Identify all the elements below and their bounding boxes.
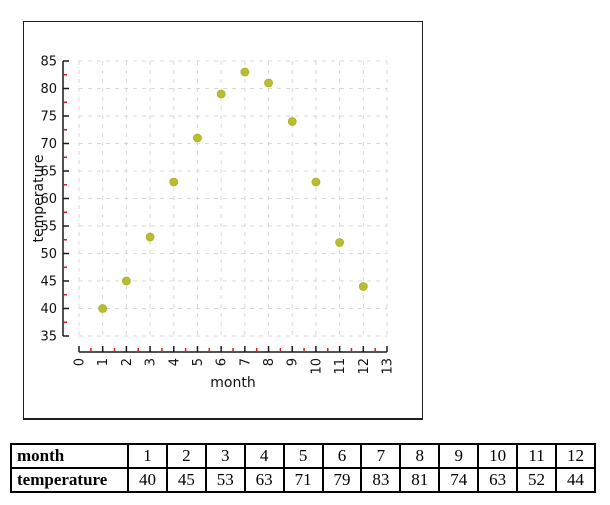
y-tick-label: 85 bbox=[40, 55, 57, 70]
table-cell: 63 bbox=[477, 467, 519, 493]
table-cell: 83 bbox=[360, 467, 402, 493]
y-tick-label: 50 bbox=[40, 247, 57, 262]
data-point bbox=[145, 232, 155, 242]
table-cell: 12 bbox=[554, 443, 597, 469]
table-cell: 53 bbox=[204, 467, 246, 493]
y-tick-label: 60 bbox=[40, 192, 57, 207]
table-cell: 71 bbox=[282, 467, 324, 493]
table-cell: 44 bbox=[554, 467, 597, 493]
y-tick-label: 75 bbox=[40, 110, 57, 125]
y-axis-title: temperature bbox=[31, 155, 47, 243]
row-label-cell: temperature bbox=[10, 467, 129, 493]
data-table: month 1 2 3 4 5 6 7 8 9 10 11 12 temperature 40 45 53 63 7… bbox=[10, 443, 597, 493]
y-tick-label: 70 bbox=[40, 137, 57, 152]
data-point bbox=[216, 89, 226, 99]
x-tick-label: 13 bbox=[381, 358, 396, 375]
data-point bbox=[311, 177, 321, 187]
x-tick-label: 0 bbox=[73, 358, 88, 366]
y-tick-label: 40 bbox=[40, 302, 57, 317]
data-point bbox=[121, 276, 131, 286]
y-tick-label: 55 bbox=[40, 220, 57, 235]
data-point bbox=[240, 67, 250, 77]
table-cell: 7 bbox=[360, 443, 402, 469]
table-cell: 9 bbox=[438, 443, 480, 469]
x-tick-label: 4 bbox=[167, 358, 182, 366]
table-cell: 2 bbox=[165, 443, 207, 469]
table-row: temperature 40 45 53 63 71 79 83 81 74 63 52 44 bbox=[10, 467, 597, 493]
table-cell: 63 bbox=[243, 467, 285, 493]
x-tick-label: 9 bbox=[286, 358, 301, 366]
x-tick-label: 6 bbox=[215, 358, 230, 366]
x-tick-label: 3 bbox=[144, 358, 159, 366]
table-cell: 1 bbox=[127, 443, 168, 469]
table-cell: 8 bbox=[399, 443, 441, 469]
x-tick-label: 5 bbox=[191, 358, 206, 366]
x-tick-label: 12 bbox=[357, 358, 372, 375]
table-cell: 40 bbox=[127, 467, 168, 493]
x-tick-label: 7 bbox=[238, 358, 253, 366]
table-cell: 74 bbox=[438, 467, 480, 493]
table-cell: 10 bbox=[477, 443, 519, 469]
table-cell: 11 bbox=[516, 443, 557, 469]
table-cell: 79 bbox=[321, 467, 363, 493]
chart-panel: 35 40 45 50 55 60 65 70 75 80 85 0 1 2 3 4 5 6 7 8 9 10 11 12 13… bbox=[23, 21, 423, 420]
table-cell: 3 bbox=[204, 443, 246, 469]
x-tick-label: 8 bbox=[262, 358, 277, 366]
table-cell: 6 bbox=[321, 443, 363, 469]
row-label-cell: month bbox=[10, 443, 129, 469]
table-cell: 81 bbox=[399, 467, 441, 493]
table-cell: 45 bbox=[165, 467, 207, 493]
x-tick-label: 11 bbox=[333, 358, 348, 375]
table-row: month 1 2 3 4 5 6 7 8 9 10 11 12 bbox=[10, 443, 597, 469]
data-point bbox=[287, 117, 297, 126]
table-cell: 4 bbox=[243, 443, 285, 469]
data-point bbox=[98, 304, 108, 313]
y-tick-label: 65 bbox=[40, 165, 57, 180]
table-cell: 5 bbox=[282, 443, 324, 469]
x-tick-label: 1 bbox=[96, 358, 111, 366]
y-tick-label: 35 bbox=[40, 330, 57, 345]
y-tick-label: 45 bbox=[40, 275, 57, 290]
data-point bbox=[358, 282, 368, 291]
data-point bbox=[264, 78, 273, 88]
data-point bbox=[335, 238, 345, 247]
table-cell: 52 bbox=[516, 467, 557, 493]
y-tick-label: 80 bbox=[40, 82, 57, 97]
x-axis-title: month bbox=[210, 375, 255, 391]
data-point bbox=[169, 177, 179, 187]
data-table-body: month 1 2 3 4 5 6 7 8 9 10 11 12 temperature 40 45 53 63 7… bbox=[10, 443, 597, 493]
data-point bbox=[193, 133, 202, 143]
x-tick-label: 10 bbox=[309, 358, 324, 375]
x-tick-label: 2 bbox=[120, 358, 135, 366]
